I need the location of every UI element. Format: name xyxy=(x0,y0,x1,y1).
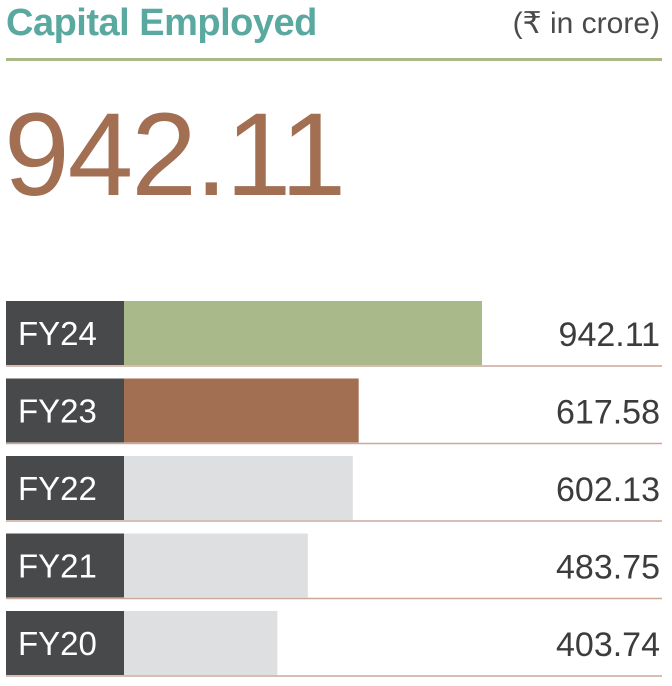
bar-row-fy23: FY23 617.58 xyxy=(6,378,662,445)
category-label-fy21: FY21 xyxy=(18,548,97,585)
value-label-fy20: 403.74 xyxy=(556,626,660,664)
highlight-value: 942.11 xyxy=(4,89,346,221)
value-label-fy22: 602.13 xyxy=(556,471,660,509)
bar-fy24 xyxy=(124,301,482,365)
category-label-bg-fy22 xyxy=(6,456,124,520)
category-label-bg-fy20 xyxy=(6,611,124,675)
category-label-bg-fy24 xyxy=(6,301,124,365)
bar-fy20 xyxy=(124,611,278,675)
bar-row-fy20: FY20 403.74 xyxy=(6,611,662,677)
category-label-fy22: FY22 xyxy=(18,470,97,507)
bar-fy21 xyxy=(124,533,308,598)
value-label-fy21: 483.75 xyxy=(556,549,660,587)
bar-row-fy24: FY24 942.11 xyxy=(6,301,662,367)
bar-row-fy21: FY21 483.75 xyxy=(6,533,662,600)
category-label-fy24: FY24 xyxy=(18,315,97,352)
category-label-bg-fy23 xyxy=(6,378,124,443)
value-label-fy23: 617.58 xyxy=(556,394,660,432)
category-label-bg-fy21 xyxy=(6,533,124,598)
bar-row-fy22: FY22 602.13 xyxy=(6,456,662,522)
category-label-fy23: FY23 xyxy=(18,393,97,430)
unit-label: (₹ in crore) xyxy=(512,7,660,40)
chart-header: Capital Employed (₹ in crore) xyxy=(6,0,662,61)
category-label-fy20: FY20 xyxy=(18,625,97,662)
value-label-fy24: 942.11 xyxy=(559,316,660,354)
chart-title: Capital Employed xyxy=(6,2,317,44)
bar-fy22 xyxy=(124,456,353,520)
bar-fy23 xyxy=(124,378,359,443)
